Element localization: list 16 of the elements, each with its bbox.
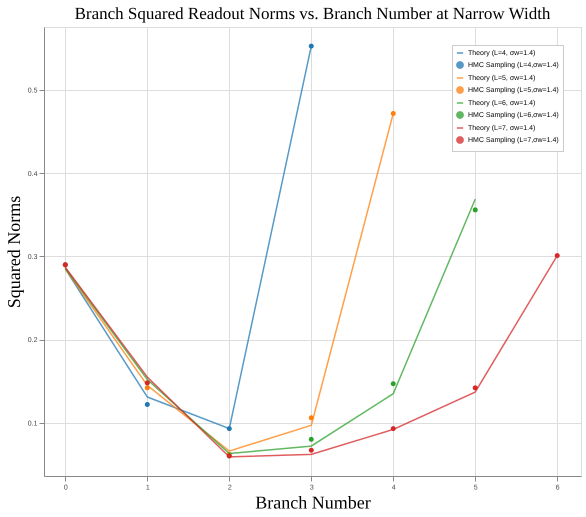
- point: [472, 385, 478, 390]
- point: [308, 448, 314, 453]
- point: [390, 110, 396, 116]
- chart-title: Branch Squared Readout Norms vs. Branch Number at Narrow Width: [74, 4, 551, 23]
- point: [308, 415, 314, 420]
- point: [308, 44, 314, 49]
- point: [390, 426, 396, 432]
- x-axis-title: Branch Number: [255, 492, 371, 512]
- point: [472, 207, 478, 212]
- y-axis-title: Squared Norms: [4, 196, 24, 308]
- point: [554, 253, 560, 258]
- point: [226, 426, 232, 432]
- point: [390, 381, 396, 386]
- point: [144, 385, 150, 390]
- point: [308, 436, 314, 442]
- point: [144, 402, 150, 407]
